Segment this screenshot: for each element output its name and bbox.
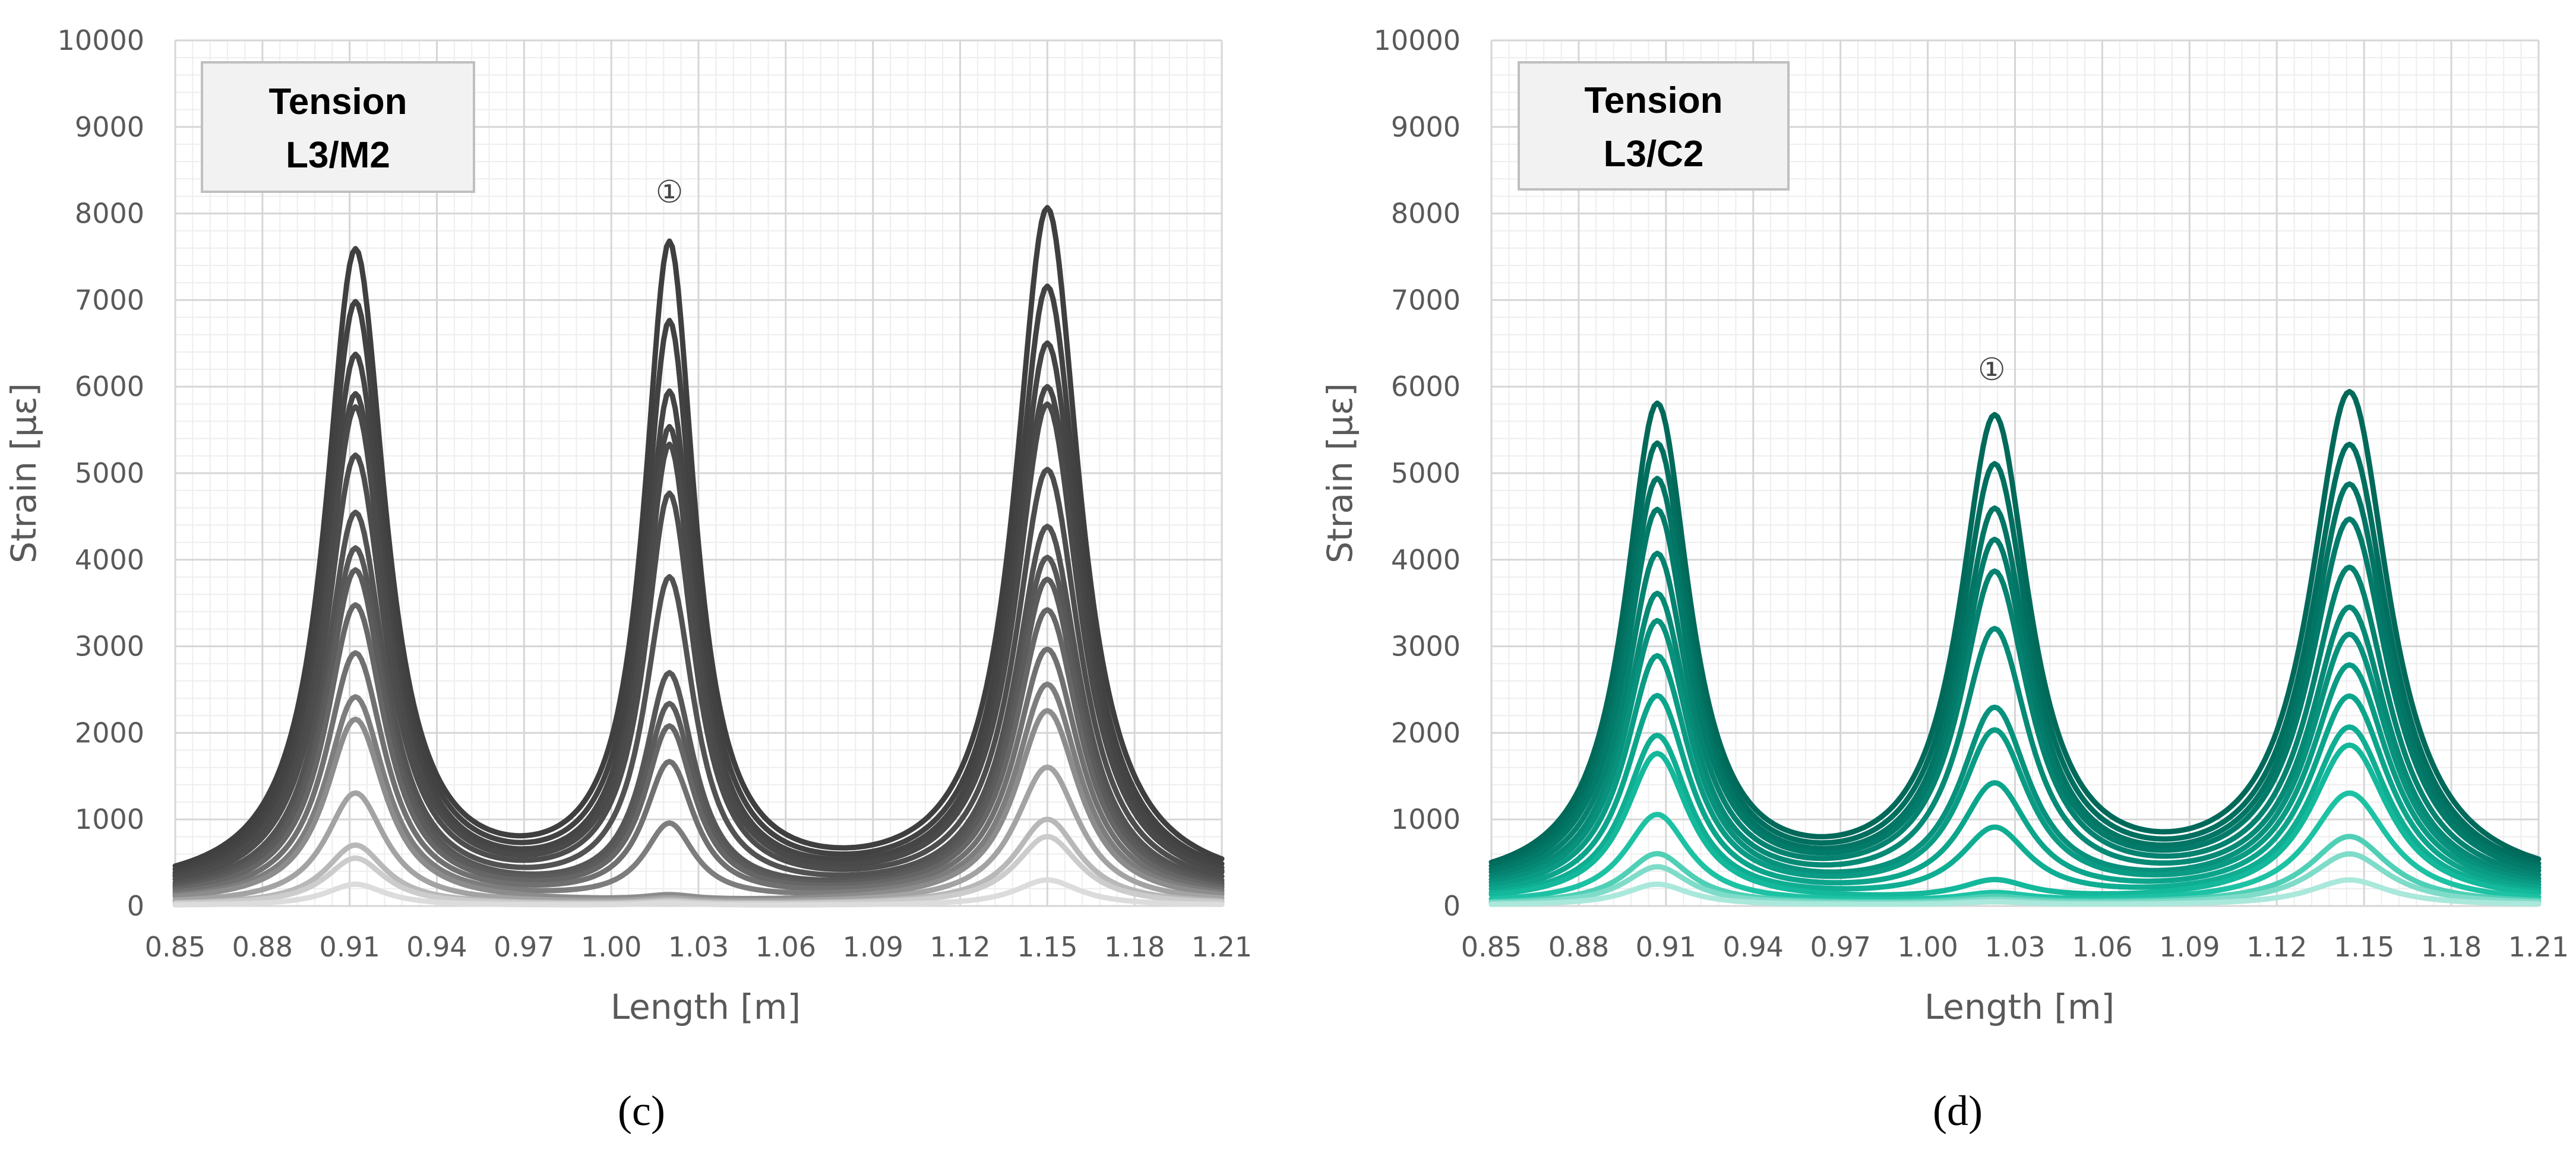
series-line-s06 [172,452,1225,882]
x-tick-label: 1.03 [1984,931,2045,963]
series-line-s12 [172,681,1225,898]
chart-panel-d: 0 1000 2000 3000 4000 5000 6000 7000 8000 9000 100… [1320,24,2569,1135]
series-line-s05 [172,401,1225,879]
series-line-s01 [172,205,1225,869]
x-tick-label: 0.91 [319,931,380,963]
y-tick-label: 10000 [1374,24,1461,56]
y-tick-labels-c: 0 1000 2000 3000 4000 5000 6000 7000 8000 9000 100… [58,24,144,922]
x-tick-label: 1.09 [2159,931,2220,963]
series-line-s12 [1488,790,2542,902]
y-tick-label: 10000 [58,24,144,56]
x-tick-label: 0.97 [494,931,554,963]
y-tick-label: 4000 [75,544,144,576]
series-line-s13 [172,708,1225,901]
y-tick-label: 0 [127,890,144,922]
y-tick-label: 9000 [1391,111,1461,143]
series-line-s15 [1488,877,2542,907]
y-tick-label: 6000 [1391,370,1461,403]
x-tick-label: 1.21 [1191,931,1252,963]
panel-label-c: (c) [618,1087,665,1135]
box-title-line2-d: L3/C2 [1604,134,1704,175]
box-title-line2-c: L3/M2 [286,135,390,176]
y-tick-label: 1000 [75,803,144,835]
x-axis-label-d: Length [m] [1924,987,2114,1027]
series-line-s03 [1488,476,2542,872]
series-line-s07 [1488,617,2542,885]
chart-panel-c: 0 1000 2000 3000 4000 5000 6000 7000 8000 9000 100… [4,24,1252,1135]
x-tick-label: 0.85 [1461,931,1522,963]
x-tick-labels-c: 0.85 0.88 0.91 0.94 0.97 1.00 1.03 1.06 1.09 1.12… [145,931,1252,963]
series-line-s08 [172,545,1225,888]
series-line-s17 [172,877,1225,908]
series-line-s09 [172,567,1225,890]
x-tick-label: 1.21 [2508,931,2569,963]
series-line-s02 [1488,440,2542,869]
chart-series-group-d [1488,389,2542,907]
title-box-c: Tension L3/M2 [201,61,475,193]
title-box-d: Tension L3/C2 [1518,61,1790,191]
y-tick-label: 8000 [75,198,144,230]
y-tick-label: 2000 [1391,717,1461,749]
panel-label-d: (d) [1933,1087,1983,1135]
x-tick-label: 1.00 [1897,931,1958,963]
series-line-s05 [1488,550,2542,879]
y-tick-label: 7000 [75,284,144,316]
y-tick-label: 5000 [1391,457,1461,489]
x-tick-label: 0.91 [1636,931,1696,963]
annotation-marker-c: ① [656,175,684,210]
x-tick-label: 0.94 [406,931,467,963]
y-tick-label: 1000 [1391,803,1461,835]
y-axis-label-c: Strain [με] [4,383,44,563]
y-tick-label: 2000 [75,717,144,749]
x-tick-label: 1.12 [930,931,990,963]
title-box-frame-d [1518,61,1790,191]
x-tick-label: 0.85 [145,931,206,963]
x-tick-label: 0.97 [1810,931,1870,963]
x-tick-label: 1.12 [2246,931,2307,963]
x-tick-label: 1.18 [2421,931,2482,963]
y-tick-label: 7000 [1391,284,1461,316]
x-axis-label-c: Length [m] [611,987,801,1027]
x-tick-label: 0.94 [1723,931,1784,963]
y-tick-label: 3000 [1391,631,1461,663]
chart-series-group-c [172,205,1225,908]
x-tick-label: 1.15 [1017,931,1077,963]
series-line-s11 [172,646,1225,895]
y-tick-label: 9000 [75,111,144,143]
box-title-line1-d: Tension [1584,80,1722,121]
x-tick-labels-d: 0.85 0.88 0.91 0.94 0.97 1.00 1.03 1.06 1.09 1.12… [1461,931,2569,963]
series-line-s09 [1488,693,2542,892]
y-axis-label-d: Strain [με] [1320,383,1360,563]
y-tick-label: 4000 [1391,544,1461,576]
series-line-s07 [172,509,1225,886]
x-tick-label: 1.06 [2072,931,2132,963]
x-tick-label: 0.88 [232,931,293,963]
series-line-s02 [172,283,1225,872]
series-line-s10 [172,602,1225,892]
x-tick-label: 1.00 [581,931,641,963]
series-line-s01 [1488,389,2542,865]
y-tick-labels-d: 0 1000 2000 3000 4000 5000 6000 7000 8000 9000 100… [1374,24,1461,922]
y-tick-label: 8000 [1391,198,1461,230]
y-tick-label: 3000 [75,631,144,663]
title-box-frame-c [201,61,475,193]
series-line-s10 [1488,724,2542,895]
series-line-s08 [1488,652,2542,888]
y-tick-label: 6000 [75,370,144,403]
box-title-line1-c: Tension [268,81,407,122]
x-tick-label: 1.03 [668,931,729,963]
series-line-s11 [1488,742,2542,898]
x-tick-label: 1.06 [756,931,816,963]
x-tick-label: 1.09 [842,931,903,963]
series-line-s04 [1488,506,2542,875]
y-tick-label: 5000 [75,457,144,489]
y-tick-label: 0 [1443,890,1461,922]
series-line-s06 [1488,590,2542,882]
x-tick-label: 0.88 [1548,931,1609,963]
x-tick-label: 1.15 [2334,931,2394,963]
x-tick-label: 1.18 [1104,931,1165,963]
annotation-marker-d: ① [1978,352,2006,388]
